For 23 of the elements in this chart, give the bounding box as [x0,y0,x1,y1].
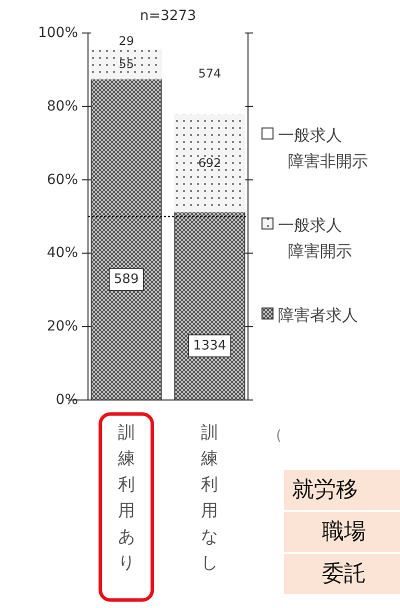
text: ( [276,428,282,444]
bar [90,78,162,400]
text: 職場 [322,520,366,544]
y-tick-label: 60% [46,172,78,188]
x-tick-label: 訓練利用なし [200,423,218,573]
x-tick-label: 訓練利用あり [116,423,135,573]
y-tick-label: 80% [46,98,78,114]
y-tick-label: 100% [38,25,78,41]
text: 委託 [322,562,366,586]
y-tick-label: 40% [46,245,78,262]
annotation: 55 [118,56,134,71]
legend-label: 一般求人障害非開示 [278,126,368,170]
annotation: 1334 [193,338,226,354]
annotation: 692 [198,156,222,170]
legend-label: 障害者求人 [278,306,358,324]
chart-title: n=3273 [140,8,196,24]
text: 就労移 [292,478,358,502]
legend-label: 一般求人障害開示 [278,216,352,260]
annotation: 29 [118,34,134,48]
annotation: 589 [114,272,139,287]
bar [174,211,246,400]
annotation: 574 [198,66,222,81]
y-tick-label: 20% [46,318,78,335]
